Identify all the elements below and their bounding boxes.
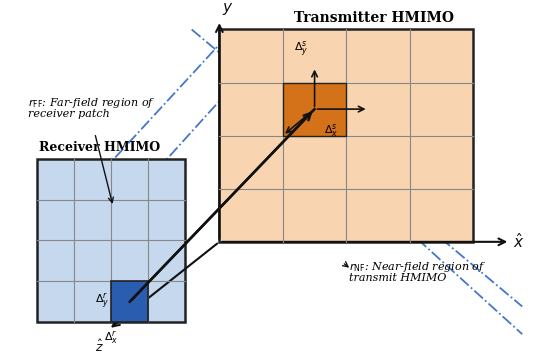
Bar [283, 83, 346, 136]
Text: receiver patch: receiver patch [28, 109, 110, 119]
Text: $y$: $y$ [222, 1, 234, 17]
Text: $\hat{x}$: $\hat{x}$ [513, 232, 525, 251]
Text: $\Delta^s_x$: $\Delta^s_x$ [324, 122, 339, 140]
Bar [38, 159, 185, 322]
Text: $\Delta^r_x$: $\Delta^r_x$ [104, 330, 118, 346]
Text: $r_{\mathrm{NF}}$: Near-field region of: $r_{\mathrm{NF}}$: Near-field region of [349, 260, 486, 274]
Text: transmit HMIMO: transmit HMIMO [349, 273, 446, 283]
Bar [111, 281, 149, 322]
Text: Receiver HMIMO: Receiver HMIMO [39, 141, 161, 154]
Text: $\Delta^s_y$: $\Delta^s_y$ [294, 39, 308, 59]
Text: $\hat{z}$: $\hat{z}$ [95, 339, 104, 355]
Text: $\Delta^r_y$: $\Delta^r_y$ [95, 292, 110, 311]
Text: Transmitter HMIMO: Transmitter HMIMO [294, 11, 454, 25]
Text: $r_{\mathrm{FF}}$: Far-field region of: $r_{\mathrm{FF}}$: Far-field region of [28, 96, 156, 110]
Bar [219, 30, 473, 242]
